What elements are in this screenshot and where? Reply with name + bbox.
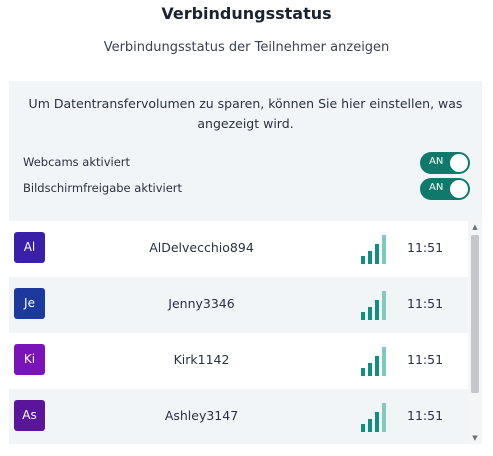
webcams-toggle[interactable]: AN: [420, 152, 470, 174]
scrollbar-thumb[interactable]: [471, 235, 479, 393]
settings-info-text: Um Datentransfervolumen zu sparen, könne…: [28, 96, 463, 131]
participant-time: 11:51: [407, 352, 444, 367]
toggle-knob: [450, 180, 468, 198]
participant-time: 11:51: [407, 296, 444, 311]
webcams-toggle-label: AN: [429, 156, 444, 167]
participant-row: As Ashley3147 11:51: [9, 389, 468, 444]
dialog-subtitle: Verbindungsstatus der Teilnehmer anzeige…: [103, 40, 390, 55]
screenshare-toggle[interactable]: AN: [420, 178, 470, 200]
participant-name: AlDelvecchio894: [149, 240, 254, 255]
participant-row: Je Jenny3346 11:51: [9, 277, 468, 333]
signal-strength-icon: [361, 402, 391, 432]
participant-row: Ki Kirk1142 11:51: [9, 333, 468, 389]
avatar: Ki: [14, 344, 45, 375]
signal-strength-icon: [361, 234, 391, 264]
participant-name: Jenny3346: [168, 296, 235, 311]
webcams-setting-row: Webcams aktiviert AN: [23, 152, 470, 176]
webcams-setting-label: Webcams aktiviert: [23, 155, 131, 169]
signal-strength-icon: [361, 290, 391, 320]
toggle-knob: [450, 154, 468, 172]
participant-time: 11:51: [407, 408, 444, 423]
scroll-down-arrow-icon[interactable]: ▼: [472, 434, 478, 442]
screenshare-setting-row: Bildschirmfreigabe aktiviert AN: [23, 178, 470, 202]
dialog-title: Verbindungsstatus: [161, 4, 332, 23]
participant-time: 11:51: [407, 240, 444, 255]
screenshare-toggle-label: AN: [429, 182, 444, 193]
avatar: Je: [14, 288, 45, 319]
participant-name: Kirk1142: [173, 352, 230, 367]
list-scrollbar[interactable]: ▲ ▼: [468, 221, 482, 444]
avatar: As: [14, 400, 45, 431]
participant-row: Al AlDelvecchio894 11:51: [9, 221, 468, 277]
settings-panel: Um Datentransfervolumen zu sparen, könne…: [9, 81, 482, 221]
scroll-up-arrow-icon[interactable]: ▲: [472, 223, 478, 231]
participant-name: Ashley3147: [164, 408, 239, 423]
avatar: Al: [14, 232, 45, 263]
participant-list: Al AlDelvecchio894 11:51 Je Jenny3346 11…: [9, 221, 482, 444]
screenshare-setting-label: Bildschirmfreigabe aktiviert: [23, 181, 183, 195]
signal-strength-icon: [361, 346, 391, 376]
